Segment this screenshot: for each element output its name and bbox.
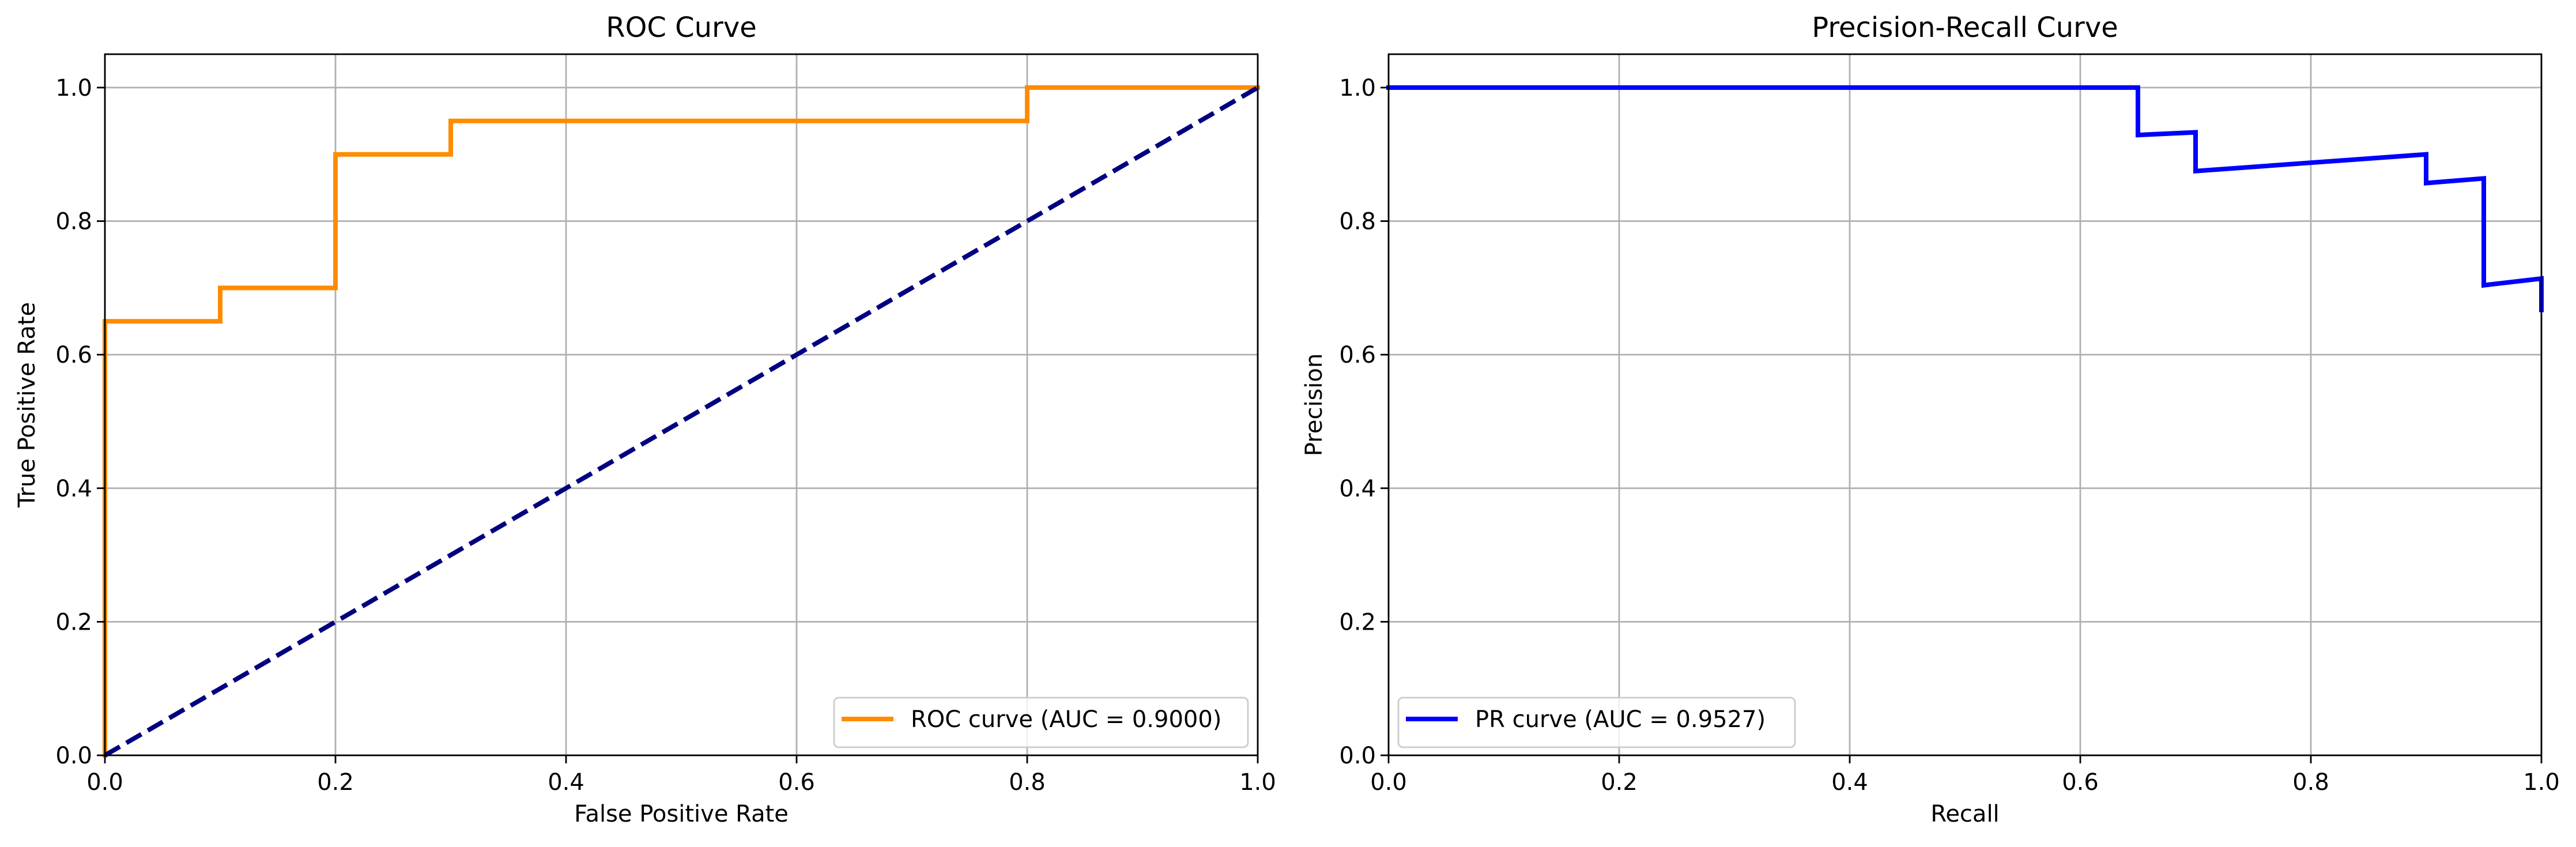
pr-y-tick-label: 0.4 xyxy=(1339,476,1376,502)
roc-plot-frame xyxy=(104,53,1259,756)
roc-x-tick-label: 0.8 xyxy=(1009,769,1046,796)
pr-x-tick-label: 1.0 xyxy=(2523,769,2560,796)
pr-legend-label: PR curve (AUC = 0.9527) xyxy=(1475,706,1766,733)
pr-x-tick-label: 0.0 xyxy=(1370,769,1407,796)
roc-subplot: ROC Curve 0.0 0.2 0.4 0.6 0.8 1.0 0.00.20.40.… xyxy=(14,12,1276,827)
pr-x-tick-label: 0.8 xyxy=(2292,769,2329,796)
pr-y-ticks: 0.0 0.2 0.4 0.6 0.8 1.0 xyxy=(1339,75,1389,769)
roc-x-tick-label: 0.0 xyxy=(86,769,123,796)
pr-x-tick-label: 0.6 xyxy=(2062,769,2099,796)
pr-y-axis-label: Precision xyxy=(1301,353,1327,456)
roc-y-ticks: 0.0 0.2 0.4 0.6 0.8 1.0 xyxy=(55,75,105,769)
pr-x-tick-label: 0.4 xyxy=(1831,769,1868,796)
roc-x-tick-label: 0.4 xyxy=(548,769,584,796)
roc-y-tick-label: 1.0 xyxy=(55,75,92,101)
roc-x-tick-label: 1.0 xyxy=(1239,769,1276,796)
roc-y-tick-label: 0.0 xyxy=(55,743,92,769)
pr-series-0-curve xyxy=(1386,85,2544,313)
pr-subplot: Precision-Recall Curve 0.0 0.2 0.4 0.6 0.8 1.… xyxy=(1301,12,2560,827)
roc-x-tick-label: 0.6 xyxy=(778,769,815,796)
pr-plot-frame xyxy=(1387,53,2543,756)
roc-y-tick-label: 0.6 xyxy=(55,342,92,368)
roc-title: ROC Curve xyxy=(606,12,757,44)
roc-y-tick-label: 0.4 xyxy=(55,476,92,502)
pr-legend: PR curve (AUC = 0.9527) xyxy=(1397,697,1796,748)
roc-x-axis-label: False Positive Rate xyxy=(574,801,789,827)
pr-x-ticks: 0.0 0.2 0.4 0.6 0.8 1.0 xyxy=(1370,755,2560,796)
pr-x-tick-label: 0.2 xyxy=(1601,769,1638,796)
roc-x-ticks: 0.0 0.2 0.4 0.6 0.8 1.0 xyxy=(86,755,1276,796)
pr-y-tick-label: 0.0 xyxy=(1339,743,1376,769)
pr-y-tick-label: 0.8 xyxy=(1339,209,1376,235)
roc-legend: ROC curve (AUC = 0.9000) xyxy=(833,697,1249,748)
roc-legend-label: ROC curve (AUC = 0.9000) xyxy=(911,706,1221,733)
pr-title: Precision-Recall Curve xyxy=(1812,12,2118,44)
pr-y-tick-label: 0.6 xyxy=(1339,342,1376,368)
roc-y-tick-label: 0.2 xyxy=(55,609,92,635)
pr-x-axis-label: Recall xyxy=(1930,801,1999,827)
pr-legend-box xyxy=(1397,697,1796,748)
pr-y-tick-label: 1.0 xyxy=(1339,75,1376,101)
pr-series xyxy=(1386,85,2544,313)
roc-y-tick-label: 0.8 xyxy=(55,209,92,235)
roc-y-axis-label: True Positive Rate xyxy=(14,302,40,508)
roc-legend-box xyxy=(833,697,1249,748)
pr-y-tick-label: 0.2 xyxy=(1339,609,1376,635)
roc-x-tick-label: 0.2 xyxy=(317,769,354,796)
